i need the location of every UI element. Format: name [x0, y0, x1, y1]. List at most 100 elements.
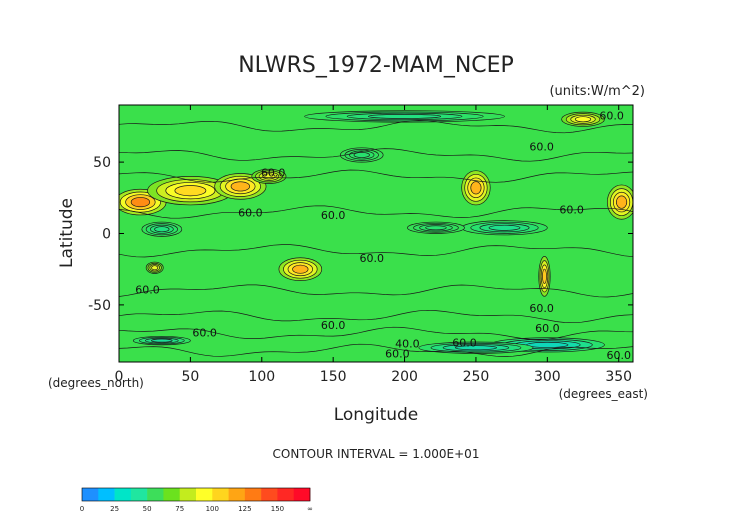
low-region-16 — [132, 335, 191, 346]
colorbar-swatch — [277, 488, 295, 501]
contour-level — [353, 152, 370, 158]
x-unit-label: (degrees_east) — [559, 387, 648, 401]
colorbar-label: ∞ — [307, 505, 313, 513]
contour-label: 60.0 — [359, 252, 384, 265]
x-tick-label: 150 — [320, 369, 347, 385]
high-region-7 — [606, 184, 633, 220]
colorbar-label: 75 — [175, 505, 184, 513]
high-region-0 — [119, 188, 167, 216]
colorbar-label: 25 — [110, 505, 119, 513]
contour-label: 60.0 — [529, 302, 554, 315]
contour-label: 40.0 — [395, 338, 420, 351]
contour-line — [119, 326, 633, 341]
contour-level — [292, 264, 309, 274]
contour-interval-text: CONTOUR INTERVAL = 1.000E+01 — [273, 447, 480, 461]
colorbar-swatch — [212, 488, 229, 501]
low-region-17 — [339, 147, 384, 163]
contour-line — [119, 343, 633, 357]
colorbar-label: 125 — [238, 505, 251, 513]
x-axis-label: Longitude — [334, 405, 419, 425]
contour-level — [230, 181, 251, 192]
chart-title: NLWRS_1972-MAM_NCEP — [238, 53, 514, 78]
contour-label: 60.0 — [529, 141, 554, 154]
contour-label: 60.0 — [261, 166, 286, 179]
contour-line — [119, 119, 633, 134]
colorbar-swatch — [114, 488, 132, 501]
contour-label: 60.0 — [452, 336, 477, 349]
contour-level — [526, 341, 569, 348]
contour-line — [119, 169, 633, 183]
contour-label: 60.0 — [606, 349, 631, 362]
high-region-8 — [561, 111, 605, 127]
low-region-11 — [407, 221, 465, 234]
high-region-5 — [461, 170, 491, 206]
colorbar: 0 25 50 75 100 125 150 ∞ — [80, 487, 313, 513]
contour-label: 60.0 — [535, 322, 560, 335]
high-region-4 — [278, 257, 323, 281]
contour-label: 60.0 — [192, 326, 217, 339]
x-tick-label: 300 — [534, 369, 561, 385]
colorbar-swatch — [163, 488, 181, 501]
high-region-6 — [538, 255, 551, 297]
contour-level — [542, 268, 547, 284]
contour-line — [119, 148, 633, 162]
contour-level — [130, 197, 151, 208]
x-axis: 0 50 100 150 200 250 300 350 — [115, 105, 632, 385]
plot-area: 60.0 60.0 60.0 60.0 60.0 60.0 60.0 60.0 60.0 60.0… — [119, 105, 633, 362]
x-tick-label: 50 — [181, 369, 199, 385]
contour-label: 60.0 — [321, 209, 346, 222]
contour-label: 60.0 — [135, 283, 160, 296]
low-region-10 — [461, 220, 548, 236]
colorbar-swatch — [98, 488, 115, 501]
contour-label: 60.0 — [321, 319, 346, 332]
colorbar-label: 50 — [143, 505, 152, 513]
x-tick-label: 200 — [391, 369, 418, 385]
contour-level — [616, 195, 628, 209]
colorbar-swatch — [147, 488, 164, 501]
low-region-15 — [418, 341, 534, 354]
y-tick-label: -50 — [88, 298, 111, 314]
colorbar-swatch — [179, 488, 197, 501]
contour-line — [119, 244, 633, 258]
colorbar-swatch — [293, 488, 311, 501]
contour-level — [470, 181, 482, 195]
contour-line — [119, 309, 633, 324]
y-tick-label: 50 — [93, 155, 111, 171]
high-region-3 — [251, 168, 287, 184]
contour-label: 60.0 — [238, 206, 263, 219]
y-tick-label: 0 — [102, 227, 111, 243]
contour-line — [119, 284, 633, 298]
colorbar-swatch — [82, 488, 99, 501]
contour-level — [425, 225, 447, 231]
y-axis: -50 0 50 — [88, 155, 633, 314]
x-tick-label: 0 — [115, 369, 124, 385]
colorbar-swatch — [244, 488, 262, 501]
colorbar-label: 150 — [271, 505, 284, 513]
x-tick-label: 350 — [605, 369, 632, 385]
contour-level — [154, 226, 170, 233]
x-tick-label: 100 — [248, 369, 275, 385]
contour-level — [574, 116, 592, 123]
contour-level — [367, 114, 442, 119]
contour-level — [151, 338, 173, 343]
contour-label: 60.0 — [599, 109, 624, 122]
colorbar-label: 100 — [206, 505, 219, 513]
high-region-2 — [214, 173, 267, 200]
contour-level — [174, 185, 207, 197]
colorbar-swatch — [228, 488, 246, 501]
colorbar-swatch — [261, 488, 278, 501]
colorbar-frame — [81, 487, 311, 502]
contour-level — [151, 265, 159, 271]
high-region-1 — [147, 176, 234, 206]
colorbar-label: 0 — [80, 505, 84, 513]
y-unit-label: (degrees_north) — [48, 376, 144, 390]
colorbar-swatch — [130, 488, 148, 501]
contour-label: 60.0 — [385, 348, 410, 361]
colorbar-swatch — [196, 488, 213, 501]
y-axis-label: Latitude — [57, 198, 77, 268]
contour-label: 60.0 — [559, 204, 584, 217]
contour-line — [119, 205, 633, 219]
x-tick-label: 250 — [463, 369, 490, 385]
low-region-12 — [141, 221, 183, 237]
